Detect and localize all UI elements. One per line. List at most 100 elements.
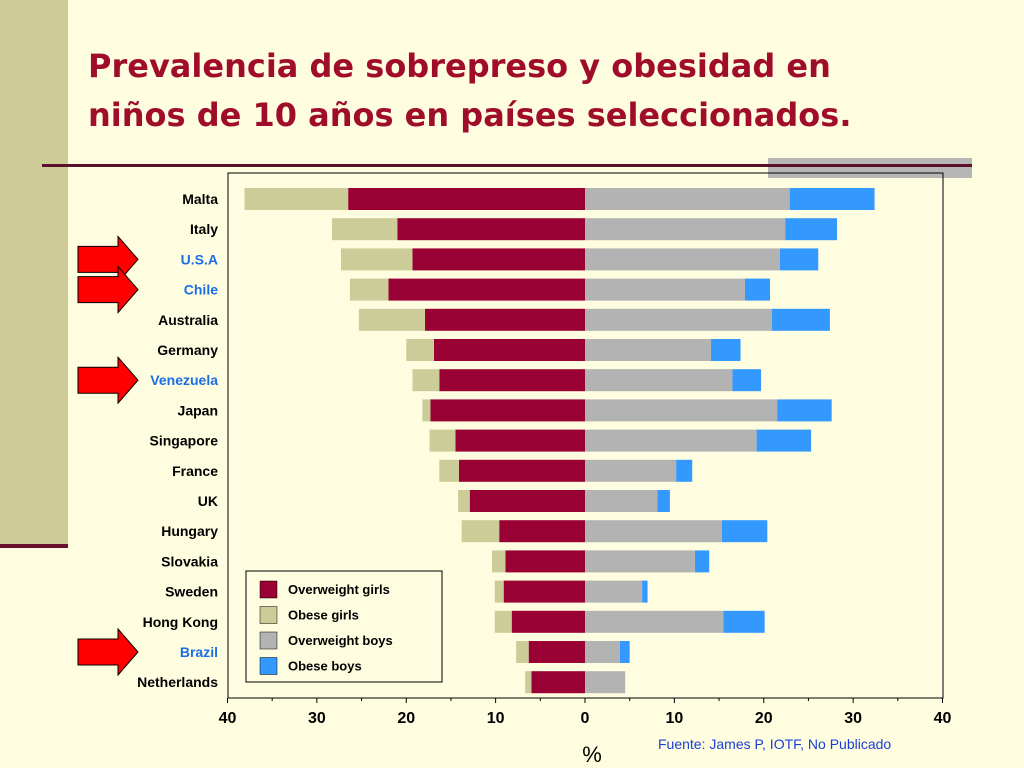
- bar-overweight-boys-malta: [585, 188, 790, 210]
- title-rule: [42, 164, 972, 167]
- legend-label-2: Overweight boys: [288, 633, 393, 648]
- category-label-chile: Chile: [184, 282, 218, 298]
- bar-overweight-boys-hungary: [585, 520, 722, 543]
- category-label-venezuela: Venezuela: [150, 372, 218, 388]
- bar-obese-girls-brazil: [516, 641, 529, 663]
- bar-obese-girls-u-s-a: [341, 248, 413, 271]
- bar-obese-girls-australia: [358, 308, 426, 331]
- category-label-slovakia: Slovakia: [161, 553, 218, 569]
- bar-overweight-boys-netherlands: [585, 671, 626, 694]
- bar-overweight-girls-germany: [433, 339, 585, 361]
- bar-overweight-boys-germany: [585, 339, 712, 361]
- bar-obese-boys-sweden: [642, 580, 648, 603]
- bar-obese-girls-hong-kong: [494, 610, 512, 633]
- category-label-malta: Malta: [182, 191, 218, 207]
- bar-obese-boys-australia: [771, 308, 830, 331]
- category-label-hong-kong: Hong Kong: [143, 614, 218, 630]
- bar-overweight-girls-venezuela: [439, 369, 585, 392]
- bar-obese-girls-germany: [406, 339, 434, 361]
- bar-obese-girls-japan: [422, 399, 431, 422]
- bar-obese-girls-netherlands: [525, 671, 532, 694]
- bar-obese-girls-venezuela: [412, 369, 440, 392]
- bar-obese-boys-malta: [789, 188, 875, 210]
- title-line-2: niños de 10 años en países seleccionados…: [88, 96, 852, 134]
- category-label-australia: Australia: [158, 312, 218, 328]
- category-label-hungary: Hungary: [161, 523, 218, 539]
- bar-overweight-girls-hungary: [499, 520, 585, 543]
- bar-obese-girls-slovakia: [492, 550, 506, 573]
- bar-obese-boys-france: [676, 459, 693, 482]
- legend-label-1: Obese girls: [288, 608, 359, 623]
- bar-obese-boys-uk: [657, 490, 670, 512]
- bar-obese-girls-malta: [244, 188, 349, 210]
- bar-overweight-boys-venezuela: [585, 369, 733, 392]
- bar-obese-boys-brazil: [619, 641, 630, 663]
- bar-obese-boys-japan: [777, 399, 832, 422]
- bar-obese-boys-hungary: [721, 520, 768, 543]
- bar-obese-girls-chile: [349, 278, 389, 301]
- bar-overweight-girls-chile: [388, 278, 585, 301]
- legend-label-0: Overweight girls: [288, 582, 390, 597]
- bar-overweight-boys-japan: [585, 399, 778, 422]
- source-note: Fuente: James P, IOTF, No Publicado: [658, 736, 892, 752]
- bar-overweight-girls-netherlands: [531, 671, 585, 694]
- bar-overweight-boys-australia: [585, 308, 772, 331]
- bar-overweight-boys-brazil: [585, 641, 620, 663]
- bar-obese-boys-chile: [744, 278, 771, 301]
- category-label-italy: Italy: [190, 221, 218, 237]
- bar-overweight-girls-malta: [348, 188, 585, 210]
- legend-swatch-2: [259, 631, 278, 650]
- category-label-france: France: [172, 463, 218, 479]
- title-rule-accent-line: [768, 164, 972, 167]
- left-band-underline: [0, 544, 68, 548]
- legend-box: [245, 570, 443, 683]
- x-axis-label: %: [582, 742, 602, 767]
- bar-overweight-girls-france: [458, 459, 585, 482]
- legend-swatch-0: [259, 580, 278, 599]
- bar-overweight-boys-u-s-a: [585, 248, 780, 271]
- bar-obese-girls-italy: [332, 218, 398, 241]
- bar-overweight-boys-italy: [585, 218, 786, 241]
- x-tick-label-5: 10: [665, 710, 683, 727]
- bar-obese-girls-singapore: [429, 429, 456, 452]
- bar-obese-boys-slovakia: [694, 550, 710, 573]
- slide-title: Prevalencia de sobrepreso y obesidad en …: [88, 42, 988, 140]
- category-label-singapore: Singapore: [150, 433, 219, 449]
- bar-obese-boys-singapore: [756, 429, 812, 452]
- bar-overweight-girls-japan: [430, 399, 585, 422]
- bar-overweight-girls-australia: [425, 308, 585, 331]
- x-tick-label-3: 10: [487, 710, 505, 727]
- bar-overweight-boys-chile: [585, 278, 745, 301]
- bar-overweight-girls-hong-kong: [511, 610, 585, 633]
- category-label-germany: Germany: [157, 342, 218, 358]
- bar-overweight-boys-hong-kong: [585, 610, 724, 633]
- category-label-uk: UK: [198, 493, 218, 509]
- x-tick-label-7: 30: [844, 710, 862, 727]
- left-decorative-band: [0, 0, 68, 548]
- bar-overweight-boys-france: [585, 459, 677, 482]
- bar-obese-girls-france: [439, 459, 459, 482]
- legend-swatch-1: [259, 606, 278, 624]
- legend-swatch-3: [259, 657, 278, 675]
- x-tick-label-2: 20: [397, 710, 415, 727]
- category-label-netherlands: Netherlands: [137, 674, 218, 690]
- category-label-brazil: Brazil: [180, 644, 218, 660]
- bar-obese-girls-hungary: [461, 520, 500, 543]
- bar-overweight-girls-u-s-a: [412, 248, 585, 271]
- bar-obese-boys-hong-kong: [723, 610, 765, 633]
- category-label-japan: Japan: [178, 402, 218, 418]
- highlight-arrow-icon-brazil: [77, 627, 139, 677]
- highlight-arrow-icon-chile: [77, 265, 139, 314]
- bar-overweight-boys-singapore: [585, 429, 757, 452]
- bar-overweight-girls-singapore: [455, 429, 585, 452]
- bar-obese-boys-u-s-a: [779, 248, 819, 271]
- bar-overweight-boys-uk: [585, 490, 658, 512]
- bar-overweight-girls-slovakia: [505, 550, 585, 573]
- x-tick-label-6: 20: [755, 710, 773, 727]
- bar-overweight-girls-brazil: [528, 641, 585, 663]
- legend-label-3: Obese boys: [288, 659, 362, 674]
- x-tick-label-0: 40: [219, 710, 237, 727]
- category-label-u-s-a: U.S.A: [181, 251, 218, 267]
- bar-overweight-girls-uk: [469, 490, 585, 512]
